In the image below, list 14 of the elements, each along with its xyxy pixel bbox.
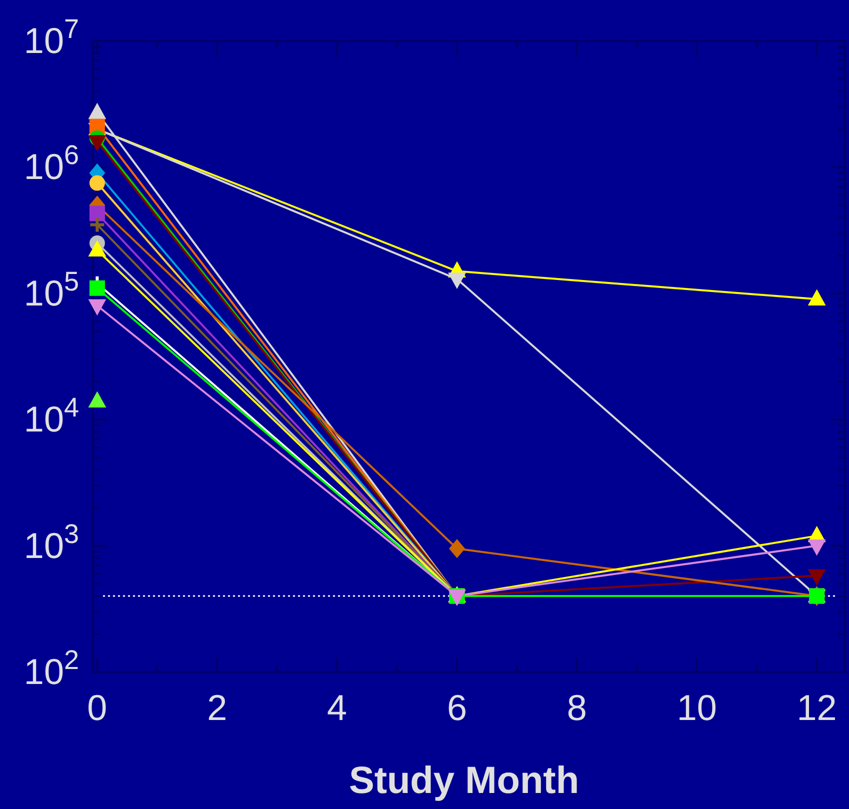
y-tick-label: 10$^{6}$ — [24, 140, 79, 188]
x-axis-title: Study Month — [348, 760, 580, 802]
y-tick-label: 10$^{7}$ — [24, 14, 79, 61]
y-tick-label: 10$^{2}$ — [24, 645, 79, 692]
x-tick-label: 2 — [207, 687, 228, 728]
x-tick-label: 10 — [676, 687, 717, 728]
y-tick-label: 10$^{4}$ — [24, 392, 79, 440]
x-tick-label: 8 — [566, 687, 587, 728]
x-tick-label: 4 — [327, 687, 348, 728]
y-tick-label: 10$^{3}$ — [24, 518, 79, 566]
x-tick-label: 6 — [446, 687, 468, 728]
x-tick-label: 0 — [87, 687, 108, 728]
x-tick-label: 12 — [796, 687, 837, 728]
y-tick-label: 10$^{5}$ — [24, 266, 79, 314]
